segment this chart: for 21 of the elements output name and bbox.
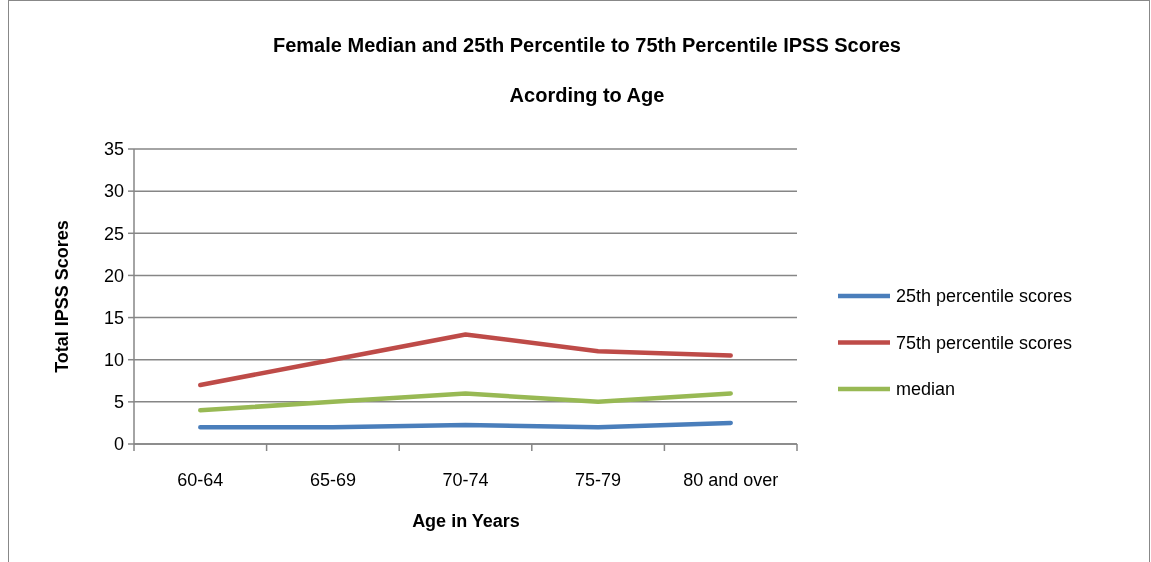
legend-label: 75th percentile scores [896,332,1073,353]
x-tick-label: 80 and over [683,470,779,490]
chart-subtitle: Acording to Age [509,84,665,106]
y-tick-label: 5 [113,392,124,413]
chart-title: Female Median and 25th Percentile to 75th Percentile IPSS Scores [272,34,902,56]
x-tick-label: 75-79 [575,470,622,490]
y-tick-label: 35 [103,139,124,160]
legend-label: median [896,379,956,400]
x-tick-label: 60-64 [177,470,224,490]
y-tick-label: 30 [103,181,124,202]
y-tick-label: 10 [103,350,124,371]
x-axis-title: Age in Years [412,511,520,531]
legend-label: 25th percentile scores [896,286,1073,307]
y-tick-label: 15 [103,307,124,328]
x-tick-label: 70-74 [442,470,489,490]
y-tick-label: 20 [103,265,124,286]
y-tick-label: 25 [103,223,124,244]
y-tick-label: 0 [113,434,124,455]
x-tick-label: 65-69 [309,470,356,490]
y-axis-title: Total IPSS Scores [52,220,72,373]
line-series [198,332,733,388]
